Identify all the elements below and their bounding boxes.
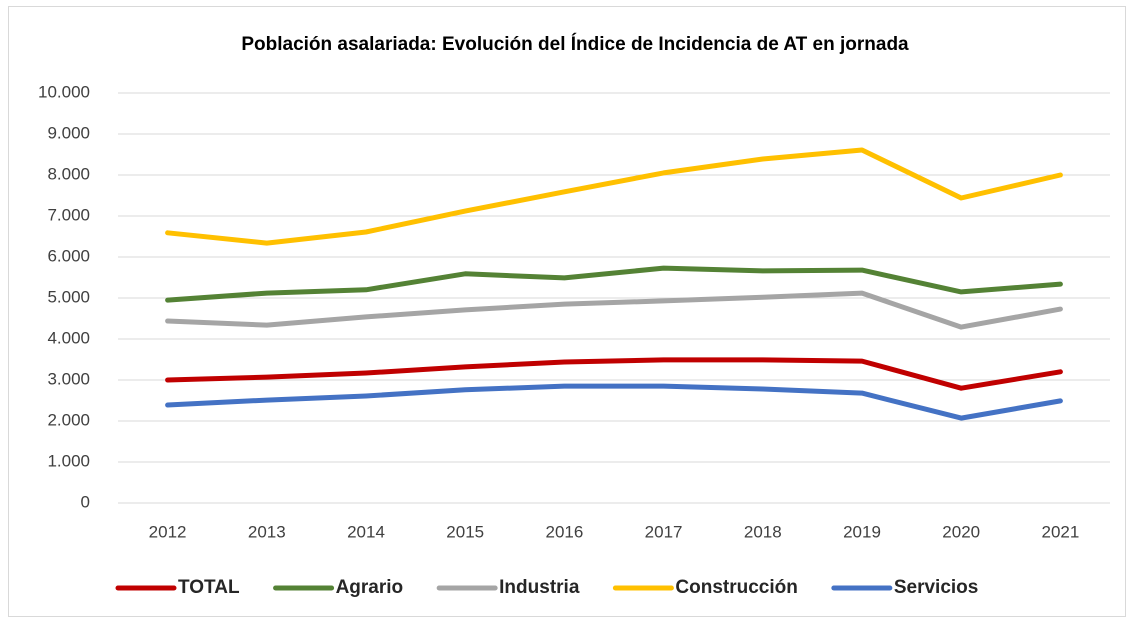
x-tick-label: 2016 <box>545 522 583 541</box>
chart-title: Población asalariada: Evolución del Índi… <box>241 33 909 55</box>
y-tick-label: 9.000 <box>47 123 90 142</box>
series-line <box>165 147 1063 246</box>
y-tick-label: 3.000 <box>47 369 90 388</box>
x-tick-label: 2013 <box>248 522 286 541</box>
x-tick-label: 2017 <box>645 522 683 541</box>
series-line <box>165 290 1063 330</box>
legend-label: Industria <box>499 577 580 598</box>
y-tick-label: 2.000 <box>47 410 90 429</box>
y-tick-label: 8.000 <box>47 164 90 183</box>
x-tick-label: 2012 <box>149 522 187 541</box>
series-line <box>165 383 1063 421</box>
legend-label: Agrario <box>336 577 404 598</box>
x-tick-label: 2018 <box>744 522 782 541</box>
series-line <box>165 357 1063 391</box>
x-tick-label: 2019 <box>843 522 881 541</box>
y-tick-label: 5.000 <box>47 287 90 306</box>
series-line <box>165 265 1063 303</box>
chart-border <box>8 6 1126 617</box>
y-tick-label: 0 <box>81 492 90 511</box>
x-tick-label: 2015 <box>446 522 484 541</box>
y-tick-label: 1.000 <box>47 451 90 470</box>
y-tick-label: 6.000 <box>47 246 90 265</box>
legend-label: TOTAL <box>178 577 240 598</box>
x-tick-label: 2020 <box>942 522 980 541</box>
x-tick-label: 2021 <box>1041 522 1079 541</box>
legend-label: Servicios <box>894 577 979 598</box>
legend-label: Construcción <box>675 577 797 598</box>
y-tick-label: 10.000 <box>38 82 90 101</box>
x-tick-label: 2014 <box>347 522 385 541</box>
y-tick-label: 7.000 <box>47 205 90 224</box>
y-tick-label: 4.000 <box>47 328 90 347</box>
